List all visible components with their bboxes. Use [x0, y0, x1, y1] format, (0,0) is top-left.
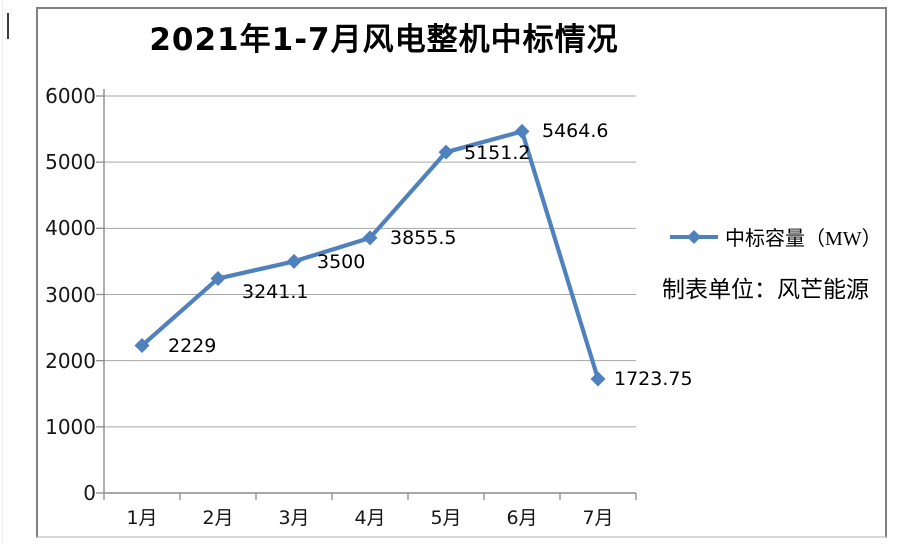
legend-line-diamond-icon	[670, 229, 718, 244]
data-point-label: 3500	[317, 251, 366, 274]
y-tick-label: 2000	[45, 348, 96, 373]
y-tick-label: 6000	[45, 84, 96, 108]
x-tick-label: 2月	[202, 507, 234, 529]
chart-title: 2021年1-7月风电整机中标情况	[149, 22, 619, 58]
data-point-label: 3855.5	[390, 226, 457, 249]
x-tick-label: 4月	[354, 507, 386, 529]
data-point-label: 3241.1	[242, 280, 309, 303]
data-point-label: 5151.2	[464, 142, 531, 165]
legend-label: 中标容量（MW）	[725, 228, 882, 250]
x-tick-label: 1月	[126, 507, 158, 529]
x-tick-label: 6月	[506, 507, 538, 529]
left-margin-tick	[7, 13, 9, 39]
y-tick-label: 1000	[45, 414, 96, 439]
data-point-label: 2229	[168, 334, 217, 357]
x-tick-label: 7月	[582, 507, 614, 529]
x-tick-label: 5月	[430, 507, 462, 529]
page-edge-line	[2, 0, 3, 544]
data-point-label: 5464.6	[542, 120, 609, 143]
x-tick-label: 3月	[278, 507, 310, 529]
legend: 中标容量（MW）	[670, 222, 882, 251]
y-tick-label: 0	[83, 481, 96, 505]
data-point-label: 1723.75	[614, 367, 693, 390]
y-tick-label: 3000	[45, 282, 96, 307]
y-tick-label: 5000	[45, 150, 96, 175]
source-note: 制表单位：风芒能源	[662, 277, 869, 302]
y-tick-label: 4000	[45, 216, 96, 241]
